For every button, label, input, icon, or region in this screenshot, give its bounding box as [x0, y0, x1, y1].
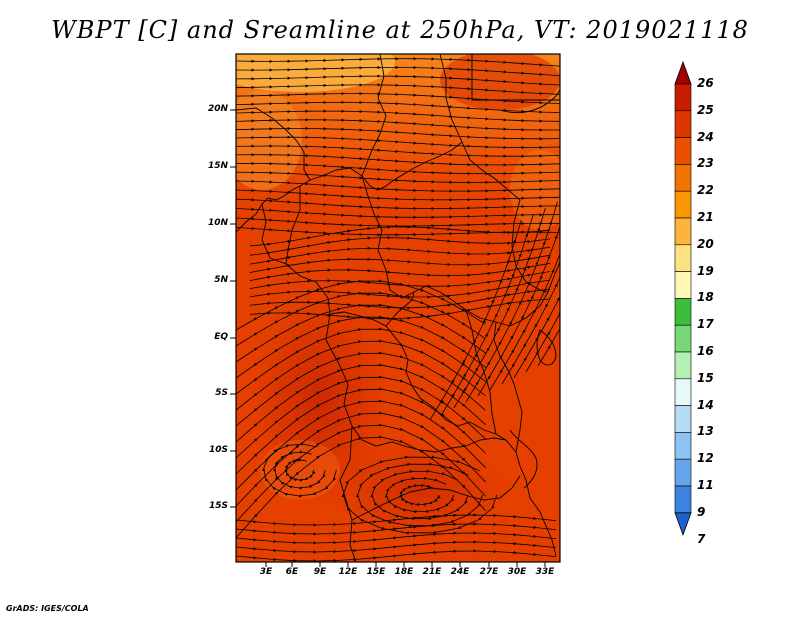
colorbar-label: 21: [697, 210, 714, 224]
streamline: [236, 74, 560, 86]
wbpt-field: [236, 54, 560, 562]
lon-label: 24E: [450, 567, 470, 577]
colorbar-label: 26: [697, 76, 714, 90]
streamline: [236, 549, 557, 562]
lat-label: 15S: [208, 501, 228, 511]
colorbar-label: 11: [697, 478, 714, 492]
colorbar-segment: [674, 432, 692, 460]
colorbar-segment: [674, 244, 692, 272]
colorbar-segment: [674, 271, 692, 299]
lat-label: 5N: [214, 275, 228, 285]
lat-label: EQ: [214, 332, 228, 342]
colorbar-segment: [674, 190, 692, 219]
colorbar-label: 17: [697, 317, 714, 332]
colorbar-segment: [674, 110, 692, 138]
colorbar-segment: [674, 458, 692, 487]
colorbar-bottom-arrow: [674, 512, 692, 536]
latitude-ticks: [230, 109, 236, 508]
map-title: WBPT [C] and Sreamline at 250hPa, VT: 20…: [51, 16, 749, 44]
streamline: [525, 191, 560, 373]
streamline: [236, 65, 560, 76]
colorbar-segment: [674, 164, 692, 192]
colorbar-top-arrow: [674, 60, 692, 85]
lat-label: 20N: [207, 104, 228, 114]
streamline: [249, 262, 551, 281]
colorbar-segment: [674, 298, 692, 326]
streamline: [249, 254, 551, 273]
footer-credit: GrADS: IGES/COLA: [6, 604, 89, 613]
streamline: [249, 298, 551, 321]
lat-label: 5S: [215, 388, 228, 398]
colorbar-segment: [674, 324, 692, 353]
lon-label: 30E: [507, 567, 527, 577]
colorbar-label: 20: [697, 236, 714, 251]
colorbar-label: 12: [697, 451, 714, 466]
longitude-ticks: [265, 562, 546, 567]
colorbar-segment: [674, 351, 692, 380]
colorbar-segment: [674, 217, 692, 246]
lon-label: 12E: [338, 567, 358, 577]
colorbar-label: 14: [697, 397, 714, 412]
colorbar-label: 25: [697, 102, 714, 117]
colorbar-segment: [674, 405, 692, 433]
streamline: [261, 442, 337, 498]
lat-label: 10N: [207, 218, 228, 228]
colorbar-label: 24: [697, 129, 714, 144]
colorbar-label: 9: [697, 504, 706, 519]
colorbar-segment: [674, 137, 692, 165]
lon-label: 3E: [259, 567, 273, 577]
streamline: [236, 57, 560, 67]
colorbar-label: 22: [697, 183, 714, 198]
plot-frame: [235, 53, 561, 563]
colorbar-segment: [674, 378, 692, 406]
streamline: [249, 246, 551, 265]
colorbar-label: 15: [697, 370, 714, 385]
streamline: [513, 197, 560, 379]
lon-label: 6E: [285, 567, 299, 577]
colorbar-label: 19: [697, 263, 714, 278]
northwest-warm-edge: [236, 54, 395, 92]
lon-label: 9E: [313, 567, 327, 577]
lat-label: 10S: [208, 445, 228, 455]
streamline: [236, 83, 560, 95]
colorbar-segment: [674, 485, 692, 514]
colorbar: [674, 60, 692, 536]
lon-label: 27E: [479, 567, 499, 577]
colorbar-label: 23: [697, 156, 714, 171]
colorbar-label: 16: [697, 344, 714, 358]
country-borders: [236, 54, 560, 562]
streamline: [537, 185, 560, 367]
colorbar-label: 18: [697, 290, 714, 305]
lon-label: 33E: [535, 567, 555, 577]
colorbar-label: 13: [697, 424, 714, 439]
lon-label: 21E: [422, 567, 442, 577]
colorbar-segment: [674, 83, 692, 112]
streamlines: [236, 57, 560, 562]
colorbar-label: 7: [697, 531, 706, 546]
lon-label: 15E: [366, 567, 386, 577]
lat-label: 15N: [207, 161, 228, 171]
lon-label: 18E: [394, 567, 414, 577]
